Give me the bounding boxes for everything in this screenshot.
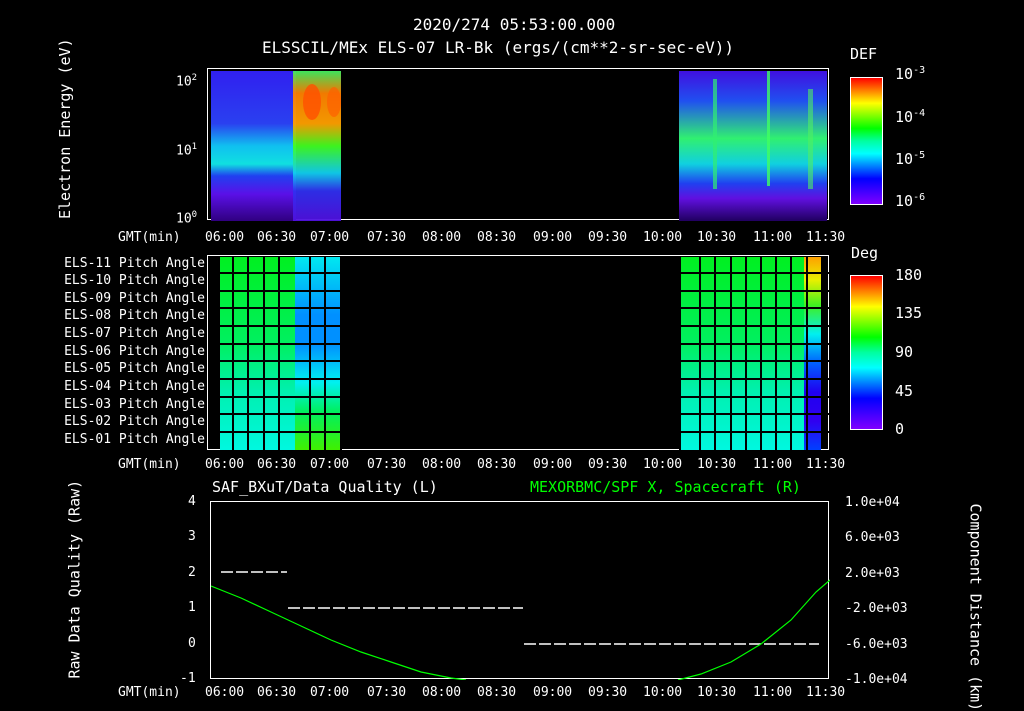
right-axis-label: Component Distance (km) [966,503,985,711]
energy-axis-label: Electron Energy (eV) [56,38,74,219]
def-tick-1e-4: 10-4 [895,108,926,126]
left-tick-3: 3 [188,529,196,544]
deg-tick-135: 135 [895,304,923,322]
energy-time-ticks: 06:00 06:30 07:00 07:30 08:00 08:30 09:0… [205,230,846,245]
right-tick-2e3: 2.0e+03 [845,566,900,581]
def-tick-1e-3: 10-3 [895,65,926,83]
line-title-left: SAF_BXuT/Data Quality (L) [212,478,438,496]
left-tick-neg1: -1 [180,671,196,686]
deg-tick-180: 180 [895,266,923,284]
def-tick-1e-5: 10-5 [895,150,926,168]
left-tick-0: 0 [188,636,196,651]
right-tick-1e4: 1.0e+04 [845,495,900,510]
pitch-angle-image [208,256,830,451]
def-tick-1e-6: 10-6 [895,192,926,210]
line-plot [210,501,830,680]
line-title-right: MEXORBMC/SPF X, Spacecraft (R) [530,478,801,496]
pitch-grid-lines [208,256,830,451]
right-tick-neg2e3: -2.0e+03 [845,601,908,616]
right-tick-6e3: 6.0e+03 [845,530,900,545]
left-axis-label: Raw Data Quality (Raw) [65,479,84,679]
plot-title: ELSSCIL/MEx ELS-07 LR-Bk (ergs/(cm**2-sr… [262,38,735,57]
right-tick-neg1e4: -1.0e+04 [845,672,908,687]
pitch-angle-grid [207,255,830,451]
energy-spectrogram [207,68,829,221]
deg-tick-0: 0 [895,420,905,438]
left-tick-4: 4 [188,494,196,509]
pitch-time-axis-label: GMT(min) [118,457,181,472]
deg-tick-90: 90 [895,343,914,361]
spacecraft-x-series [211,585,467,680]
energy-tick-10: 101 [176,142,198,159]
energy-tick-1: 100 [176,210,198,227]
deg-colorbar-label: Deg [851,244,879,262]
deg-tick-45: 45 [895,382,914,400]
deg-colorbar [850,275,883,430]
right-tick-neg6e3: -6.0e+03 [845,637,908,652]
pitch-time-ticks: 06:00 06:30 07:00 07:30 08:00 08:30 09:0… [205,457,846,472]
energy-tick-100: 102 [176,73,198,90]
line-time-axis-label: GMT(min) [118,685,181,700]
energy-time-axis-label: GMT(min) [118,230,181,245]
def-colorbar-label: DEF [850,45,878,63]
energy-spectrogram-image [211,71,827,221]
left-tick-2: 2 [188,565,196,580]
def-colorbar [850,77,883,205]
line-time-ticks: 06:00 06:30 07:00 07:30 08:00 08:30 09:0… [205,685,846,700]
left-tick-1: 1 [188,600,196,615]
line-plot-svg [211,571,830,680]
plot-timestamp: 2020/274 05:53:00.000 [413,15,616,34]
